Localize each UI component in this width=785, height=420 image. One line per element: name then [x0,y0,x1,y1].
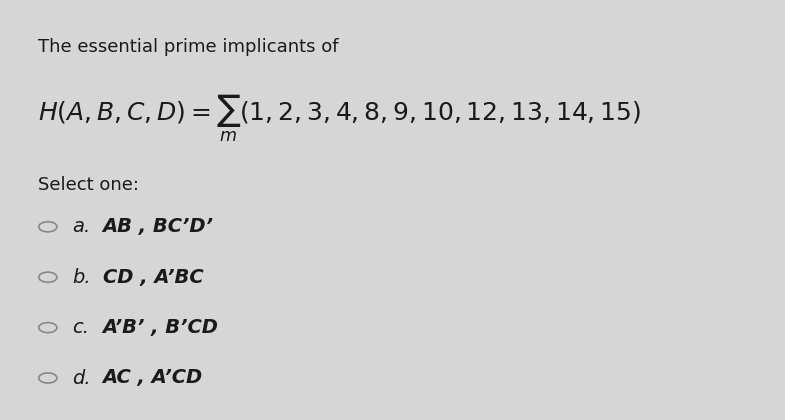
Text: c.: c. [72,318,89,337]
Text: CD , A’BC: CD , A’BC [103,268,203,287]
Text: The essential prime implicants of: The essential prime implicants of [38,38,338,56]
Text: Select one:: Select one: [38,176,139,194]
Text: d.: d. [72,368,91,388]
Text: AB , BC’D’: AB , BC’D’ [103,217,214,236]
Text: A’B’ , B’CD: A’B’ , B’CD [103,318,218,337]
Text: a.: a. [72,217,90,236]
Text: $\mathit{H}(\mathit{A},\mathit{B},\mathit{C},\mathit{D})=\sum_{m}(1,2,3,4,8,9,10: $\mathit{H}(\mathit{A},\mathit{B},\mathi… [38,92,641,144]
Text: AC , A’CD: AC , A’CD [103,368,203,388]
Text: b.: b. [72,268,91,287]
